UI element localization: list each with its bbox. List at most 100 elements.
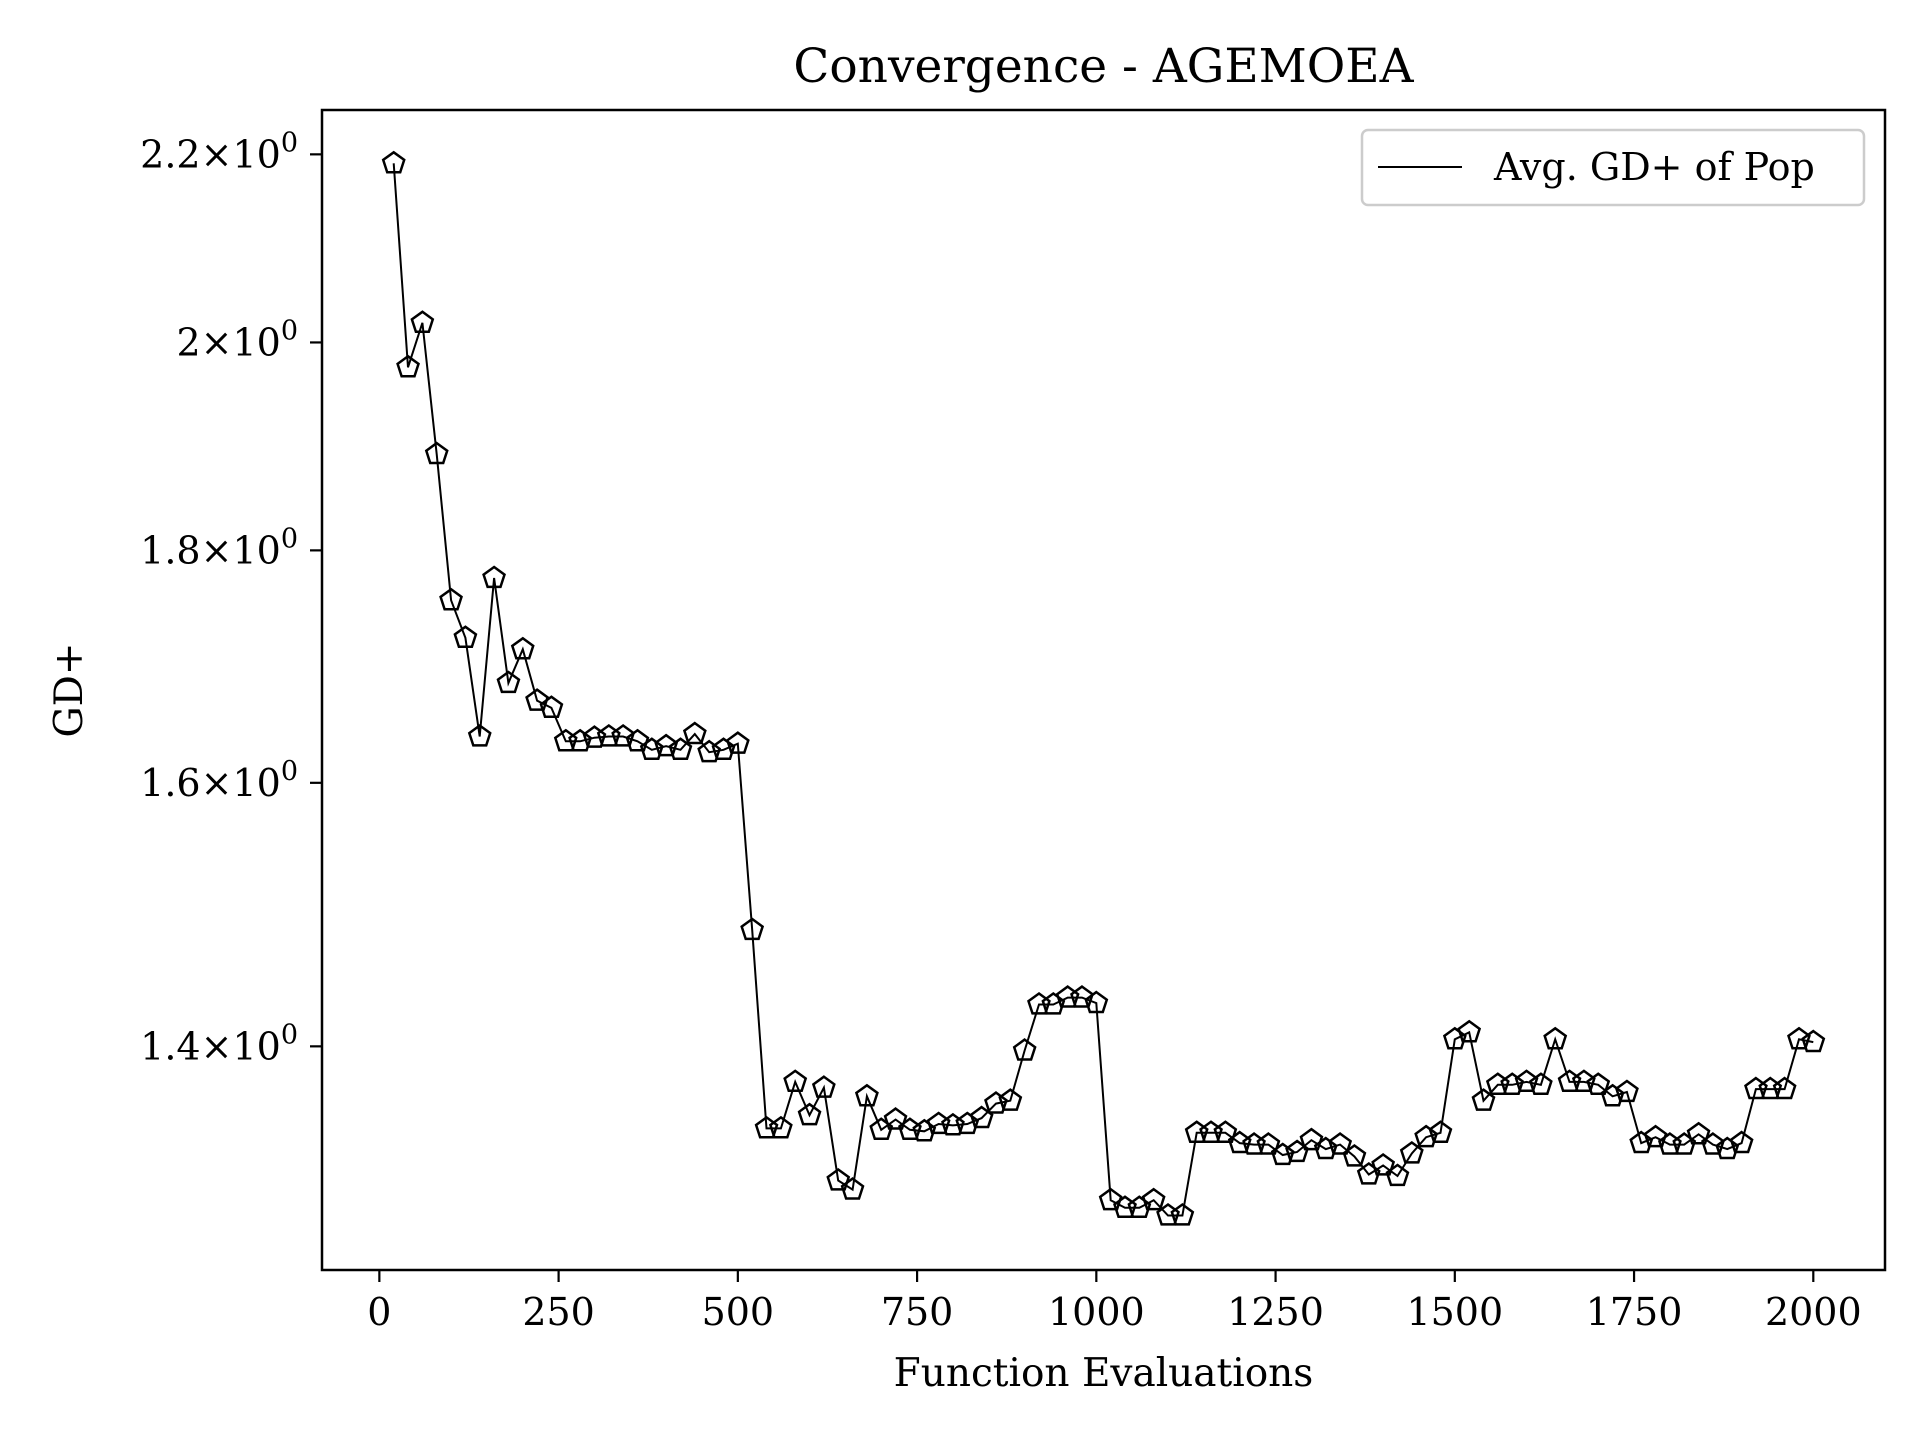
- data-point-marker: [381, 150, 406, 174]
- data-point-marker: [525, 688, 550, 711]
- data-point-marker: [941, 1112, 965, 1136]
- data-point-marker: [754, 1115, 779, 1139]
- data-point-marker: [1270, 1142, 1295, 1166]
- data-point-marker: [682, 721, 707, 745]
- chart-title: Convergence - AGEMOEA: [793, 39, 1414, 94]
- data-point-marker: [984, 1091, 1008, 1114]
- data-point-marker: [1113, 1195, 1137, 1218]
- data-point-marker: [1629, 1130, 1654, 1154]
- data-point-marker: [1213, 1120, 1238, 1143]
- data-point-marker: [1772, 1076, 1797, 1100]
- plot-frame: [320, 108, 1887, 1272]
- y-tick-label: 1.6×100: [140, 756, 298, 805]
- data-point-marker: [1414, 1124, 1439, 1148]
- data-point-marker: [639, 737, 664, 760]
- x-tick-label: 250: [522, 1290, 595, 1334]
- x-axis-label: Function Evaluations: [894, 1351, 1314, 1396]
- x-tick-label: 1750: [1586, 1290, 1683, 1334]
- y-tick-label: 1.8×100: [140, 523, 298, 572]
- data-point-marker: [840, 1177, 865, 1200]
- data-point-marker: [396, 354, 420, 378]
- data-point-marker: [1528, 1072, 1553, 1095]
- data-point-marker: [1600, 1083, 1625, 1107]
- data-point-marker: [1012, 1038, 1037, 1061]
- data-point-marker: [539, 695, 564, 718]
- data-point-marker: [611, 723, 636, 747]
- data-point-marker: [1485, 1072, 1510, 1095]
- data-point-marker: [568, 728, 593, 752]
- data-point-marker: [424, 441, 449, 465]
- data-point-marker: [1156, 1202, 1180, 1226]
- x-tick-label: 750: [881, 1290, 954, 1334]
- data-point-marker: [1242, 1132, 1266, 1155]
- data-point-marker: [1098, 1187, 1123, 1211]
- data-point-marker: [783, 1069, 808, 1093]
- data-point-marker: [553, 728, 578, 752]
- data-point-marker: [1701, 1132, 1725, 1155]
- data-point-marker: [1557, 1069, 1582, 1093]
- data-point-marker: [482, 565, 506, 589]
- data-point-marker: [711, 737, 736, 760]
- data-point-marker: [1285, 1139, 1309, 1163]
- data-point-marker: [1328, 1132, 1353, 1155]
- series-line: [392, 163, 1814, 1217]
- data-point-marker: [1428, 1120, 1453, 1143]
- y-tick-label: 2.2×100: [140, 127, 298, 176]
- data-point-marker: [1041, 991, 1066, 1015]
- data-point-marker: [1686, 1121, 1711, 1145]
- data-point-marker: [826, 1167, 851, 1191]
- data-point-marker: [1184, 1120, 1209, 1143]
- legend-label: Avg. GD+ of Pop: [1493, 145, 1815, 189]
- data-point-marker: [1543, 1026, 1568, 1050]
- legend: Avg. GD+ of Pop: [1360, 128, 1866, 207]
- x-tick-label: 2000: [1765, 1290, 1862, 1334]
- data-point-marker: [1141, 1187, 1166, 1211]
- y-tick-label: 2×100: [176, 315, 298, 364]
- data-point-marker: [725, 731, 750, 754]
- y-axis: 1.4×100 1.6×100 1.8×100 2×100 2.2×100: [140, 127, 322, 1068]
- data-point-marker: [1758, 1076, 1783, 1100]
- data-point-marker: [1385, 1163, 1410, 1187]
- data-point-marker: [1356, 1161, 1381, 1185]
- data-point-marker: [1744, 1076, 1768, 1100]
- data-point-marker: [1342, 1143, 1367, 1167]
- data-point-marker: [1614, 1079, 1639, 1103]
- data-point-marker: [453, 625, 478, 648]
- data-point-marker: [955, 1111, 980, 1135]
- data-point-marker: [1801, 1029, 1826, 1053]
- data-point-marker: [410, 310, 435, 333]
- data-point-marker: [1500, 1072, 1525, 1095]
- x-tick-label: 1000: [1048, 1290, 1145, 1334]
- data-point-marker: [1055, 985, 1080, 1008]
- data-point-marker: [912, 1118, 937, 1142]
- x-tick-label: 0: [367, 1290, 391, 1334]
- data-point-marker: [740, 917, 765, 941]
- x-axis: 0 250 500 750 1000 1250 1500 1750 2000: [367, 1270, 1862, 1334]
- data-point-marker: [467, 723, 492, 747]
- data-point-marker: [797, 1102, 822, 1126]
- data-point-marker: [1672, 1132, 1697, 1155]
- data-point-marker: [883, 1107, 908, 1130]
- data-point-marker: [1586, 1072, 1611, 1095]
- x-tick-label: 500: [702, 1290, 775, 1334]
- data-point-marker: [1371, 1152, 1396, 1176]
- data-point-marker: [1442, 1026, 1467, 1050]
- data-point-marker: [496, 670, 521, 694]
- data-point-marker: [854, 1083, 879, 1107]
- data-point-marker: [768, 1115, 793, 1139]
- data-point-marker: [668, 737, 693, 760]
- data-point-marker: [1299, 1127, 1324, 1151]
- y-axis-label: GD+: [47, 642, 92, 737]
- data-point-marker: [1471, 1088, 1496, 1111]
- data-point-marker: [1127, 1195, 1152, 1218]
- data-point-marker: [697, 739, 722, 763]
- data-point-marker: [1084, 990, 1109, 1014]
- data-point-marker: [596, 723, 621, 747]
- x-tick-label: 1250: [1227, 1290, 1324, 1334]
- data-point-marker: [1313, 1136, 1338, 1160]
- plot-area: [381, 150, 1826, 1226]
- data-point-marker: [1729, 1130, 1754, 1154]
- data-point-marker: [1027, 991, 1051, 1015]
